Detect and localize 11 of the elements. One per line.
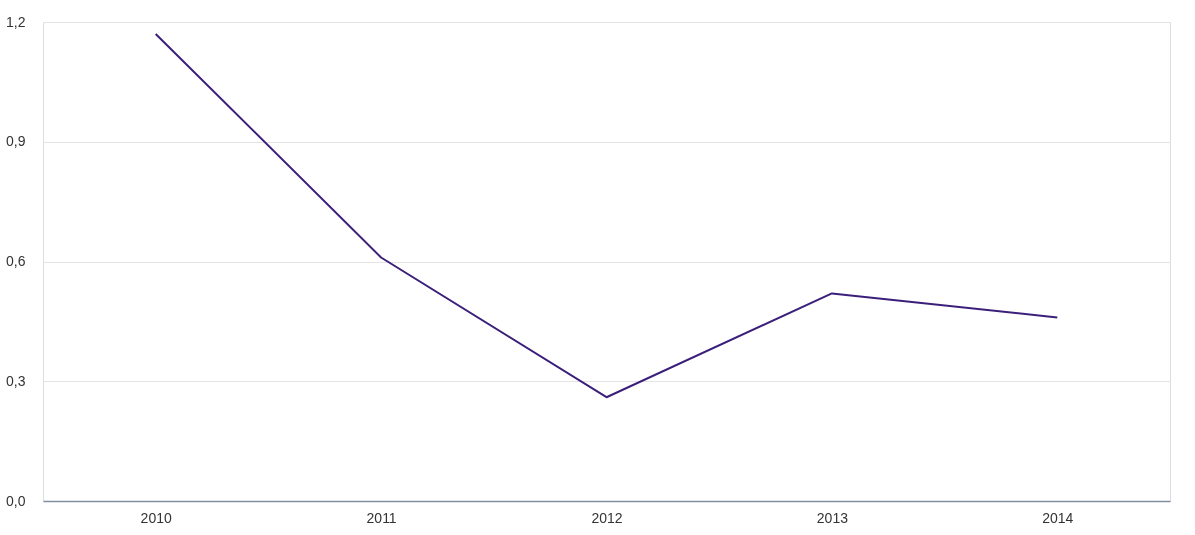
y-tick-label: 0,3: [6, 372, 26, 389]
y-tick-label: 0,9: [6, 133, 26, 150]
x-tick-label: 2010: [140, 509, 172, 526]
x-tick-label: 2013: [816, 509, 849, 526]
line-series: [154, 32, 1059, 399]
y-tick-label: 1,2: [6, 13, 26, 30]
x-tick-label: 2011: [366, 509, 397, 526]
y-tick-label: 0,6: [6, 253, 26, 269]
x-tick-label: 2014: [1042, 509, 1074, 526]
y-tick-label: 0,0: [6, 492, 26, 509]
x-tick-label: 2012: [591, 509, 623, 526]
